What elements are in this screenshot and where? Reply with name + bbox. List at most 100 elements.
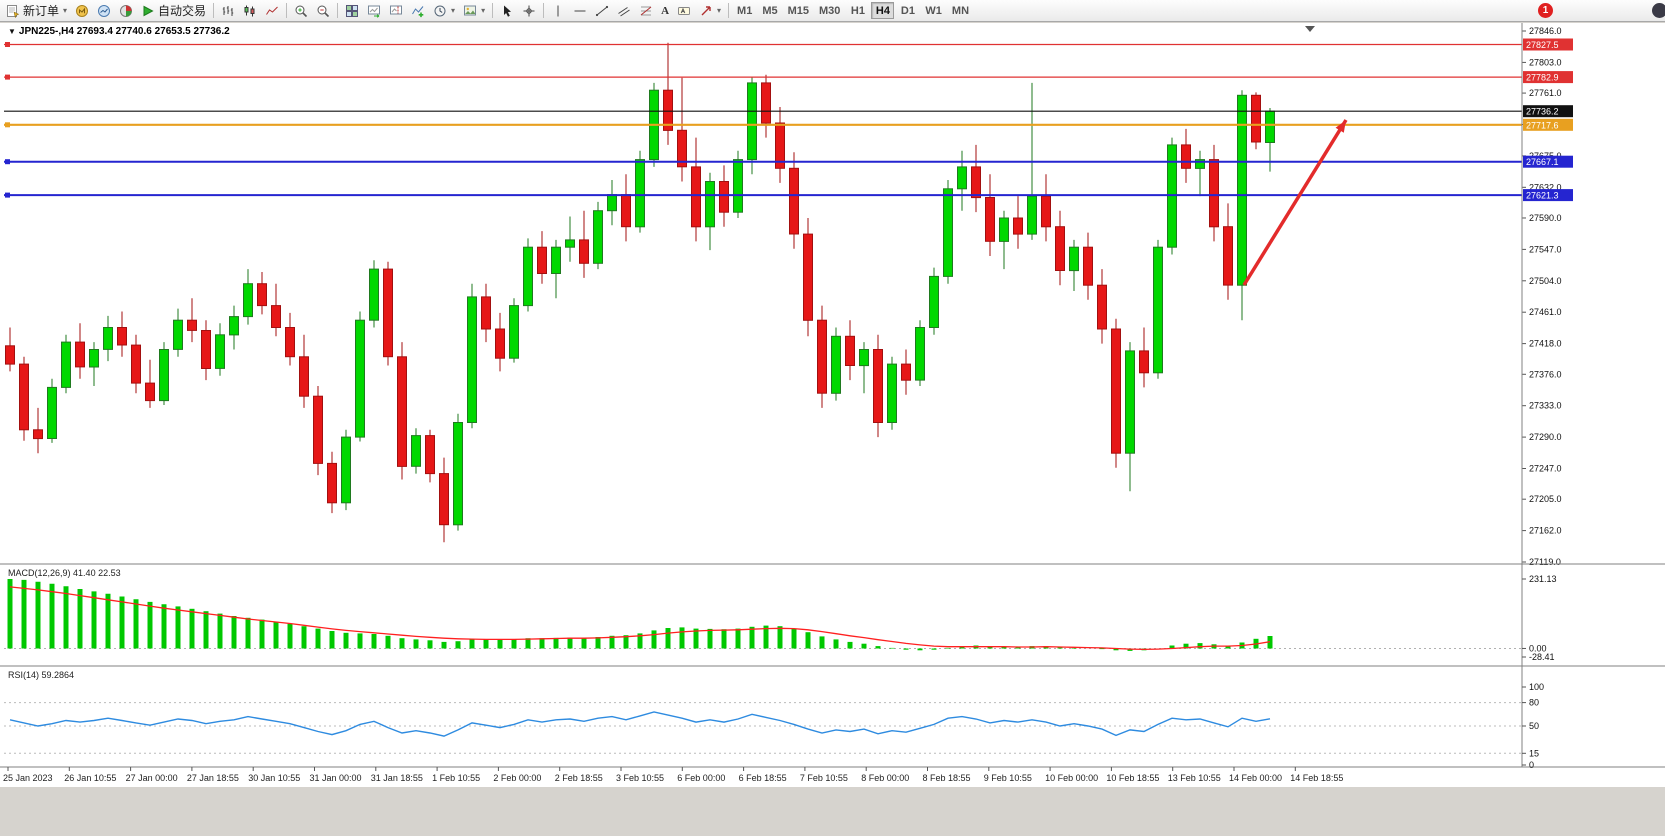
autotrading-button[interactable]: 自动交易 — [137, 1, 210, 20]
notification-badge[interactable]: 1 — [1538, 3, 1553, 18]
channel-icon — [618, 6, 630, 16]
toolbar-separator — [213, 3, 215, 18]
oneclick-trading-arrow-icon[interactable]: ▼ — [8, 27, 16, 36]
market-icon — [76, 4, 89, 17]
svg-text:15: 15 — [1529, 748, 1539, 758]
timeframe-button-d1[interactable]: D1 — [896, 2, 919, 19]
svg-text:27761.0: 27761.0 — [1529, 88, 1562, 98]
svg-text:14 Feb 00:00: 14 Feb 00:00 — [1229, 773, 1282, 783]
svg-text:26 Jan 10:55: 26 Jan 10:55 — [64, 773, 116, 783]
arrows-button[interactable]: ▾ — [695, 1, 725, 20]
svg-text:100: 100 — [1529, 682, 1544, 692]
svg-text:9 Feb 10:55: 9 Feb 10:55 — [984, 773, 1032, 783]
secondary-badge[interactable] — [1652, 3, 1665, 18]
chart-shift-marker[interactable] — [1305, 26, 1315, 32]
crosshair-button[interactable] — [518, 1, 540, 20]
svg-text:6 Feb 18:55: 6 Feb 18:55 — [739, 773, 787, 783]
svg-text:0: 0 — [1529, 760, 1534, 770]
svg-text:27717.6: 27717.6 — [1526, 120, 1559, 130]
svg-text:27632.0: 27632.0 — [1529, 182, 1562, 192]
zoom-out-button[interactable] — [312, 1, 334, 20]
svg-text:10 Feb 00:00: 10 Feb 00:00 — [1045, 773, 1098, 783]
template-icon — [464, 5, 477, 15]
chart-canvas[interactable]: 27846.027803.027761.027718.027675.027632… — [0, 23, 1665, 787]
timeframe-button-h1[interactable]: H1 — [846, 2, 869, 19]
tile-windows-icon — [346, 4, 359, 17]
market-button[interactable] — [71, 1, 93, 20]
text-icon: A — [661, 4, 670, 17]
horizontal-line-button[interactable] — [569, 1, 591, 20]
trendline-button[interactable] — [591, 1, 613, 20]
svg-text:14 Feb 18:55: 14 Feb 18:55 — [1290, 773, 1343, 783]
play-icon — [143, 5, 154, 16]
rsi-label: RSI(14) 59.2864 — [8, 670, 74, 680]
chart-area[interactable]: 27846.027803.027761.027718.027675.027632… — [0, 23, 1665, 787]
fibonacci-icon — [640, 6, 652, 15]
svg-text:50: 50 — [1529, 721, 1539, 731]
timeframe-button-h4[interactable]: H4 — [871, 2, 895, 19]
timeframe-group: M1 M5 M15 M30 H1 H4 D1 W1 MN — [732, 2, 974, 19]
vertical-line-button[interactable] — [547, 1, 569, 20]
templates-button[interactable]: ▾ — [459, 1, 489, 20]
community-button[interactable] — [115, 1, 137, 20]
periods-button[interactable]: ▾ — [429, 1, 459, 20]
tile-windows-button[interactable] — [341, 1, 363, 20]
horizontal-line-icon — [574, 10, 586, 11]
bars-chart-button[interactable] — [217, 1, 239, 20]
timeframe-button-m15[interactable]: M15 — [784, 2, 813, 19]
svg-text:31 Jan 18:55: 31 Jan 18:55 — [371, 773, 423, 783]
trendline-icon — [595, 5, 609, 16]
chart-shift-button[interactable] — [385, 1, 407, 20]
svg-text:27 Jan 00:00: 27 Jan 00:00 — [126, 773, 178, 783]
svg-text:2 Feb 00:00: 2 Feb 00:00 — [493, 773, 541, 783]
chevron-down-icon: ▾ — [451, 6, 456, 15]
cursor-button[interactable] — [496, 1, 518, 20]
svg-text:31 Jan 00:00: 31 Jan 00:00 — [310, 773, 362, 783]
svg-text:27846.0: 27846.0 — [1529, 26, 1562, 36]
rsi-values: 59.2864 — [41, 670, 75, 680]
text-button[interactable]: A — [657, 1, 673, 20]
svg-text:27590.0: 27590.0 — [1529, 213, 1562, 223]
signals-button[interactable] — [93, 1, 115, 20]
macd-label: MACD(12,26,9) 41.40 22.53 — [8, 568, 121, 578]
candlestick-chart-button[interactable] — [239, 1, 261, 20]
timeframe-button-mn[interactable]: MN — [948, 2, 973, 19]
svg-text:10 Feb 18:55: 10 Feb 18:55 — [1106, 773, 1159, 783]
trend-arrow-annotation[interactable] — [1242, 119, 1348, 286]
candles-layer — [5, 42, 1275, 543]
svg-text:27667.1: 27667.1 — [1526, 157, 1559, 167]
zoom-in-button[interactable] — [290, 1, 312, 20]
auto-scroll-icon — [368, 5, 381, 18]
timeframe-button-w1[interactable]: W1 — [921, 2, 946, 19]
svg-text:27418.0: 27418.0 — [1529, 339, 1562, 349]
bars-chart-icon — [222, 5, 234, 16]
line-chart-button[interactable] — [261, 1, 283, 20]
svg-text:8 Feb 00:00: 8 Feb 00:00 — [861, 773, 909, 783]
timeframe-button-m5[interactable]: M5 — [758, 2, 781, 19]
rsi-panel: 100 80 50 15 0 — [4, 682, 1544, 770]
svg-text:27461.0: 27461.0 — [1529, 307, 1562, 317]
new-order-icon — [7, 4, 20, 18]
timeframe-button-m30[interactable]: M30 — [815, 2, 844, 19]
svg-text:27803.0: 27803.0 — [1529, 57, 1562, 67]
cursor-icon — [504, 5, 512, 17]
svg-text:27247.0: 27247.0 — [1529, 464, 1562, 474]
timeframe-button-m1[interactable]: M1 — [733, 2, 756, 19]
channel-button[interactable] — [613, 1, 635, 20]
auto-scroll-button[interactable] — [363, 1, 385, 20]
candlestick-chart-icon — [244, 5, 255, 16]
svg-text:27119.0: 27119.0 — [1529, 557, 1561, 567]
clock-icon — [434, 5, 446, 16]
indicators-button[interactable] — [407, 1, 429, 20]
label-button[interactable] — [673, 1, 695, 20]
svg-text:1 Feb 10:55: 1 Feb 10:55 — [432, 773, 480, 783]
time-axis[interactable]: 25 Jan 2023 26 Jan 10:55 27 Jan 00:00 27 Ja… — [3, 767, 1343, 783]
fibonacci-button[interactable] — [635, 1, 657, 20]
horizontal-lines-layer[interactable] — [4, 42, 1522, 198]
zoom-out-icon — [317, 5, 330, 17]
new-order-button[interactable]: 新订单 ▾ — [2, 1, 71, 20]
svg-text:30 Jan 10:55: 30 Jan 10:55 — [248, 773, 300, 783]
svg-text:231.13: 231.13 — [1529, 574, 1557, 584]
svg-text:7 Feb 10:55: 7 Feb 10:55 — [800, 773, 848, 783]
